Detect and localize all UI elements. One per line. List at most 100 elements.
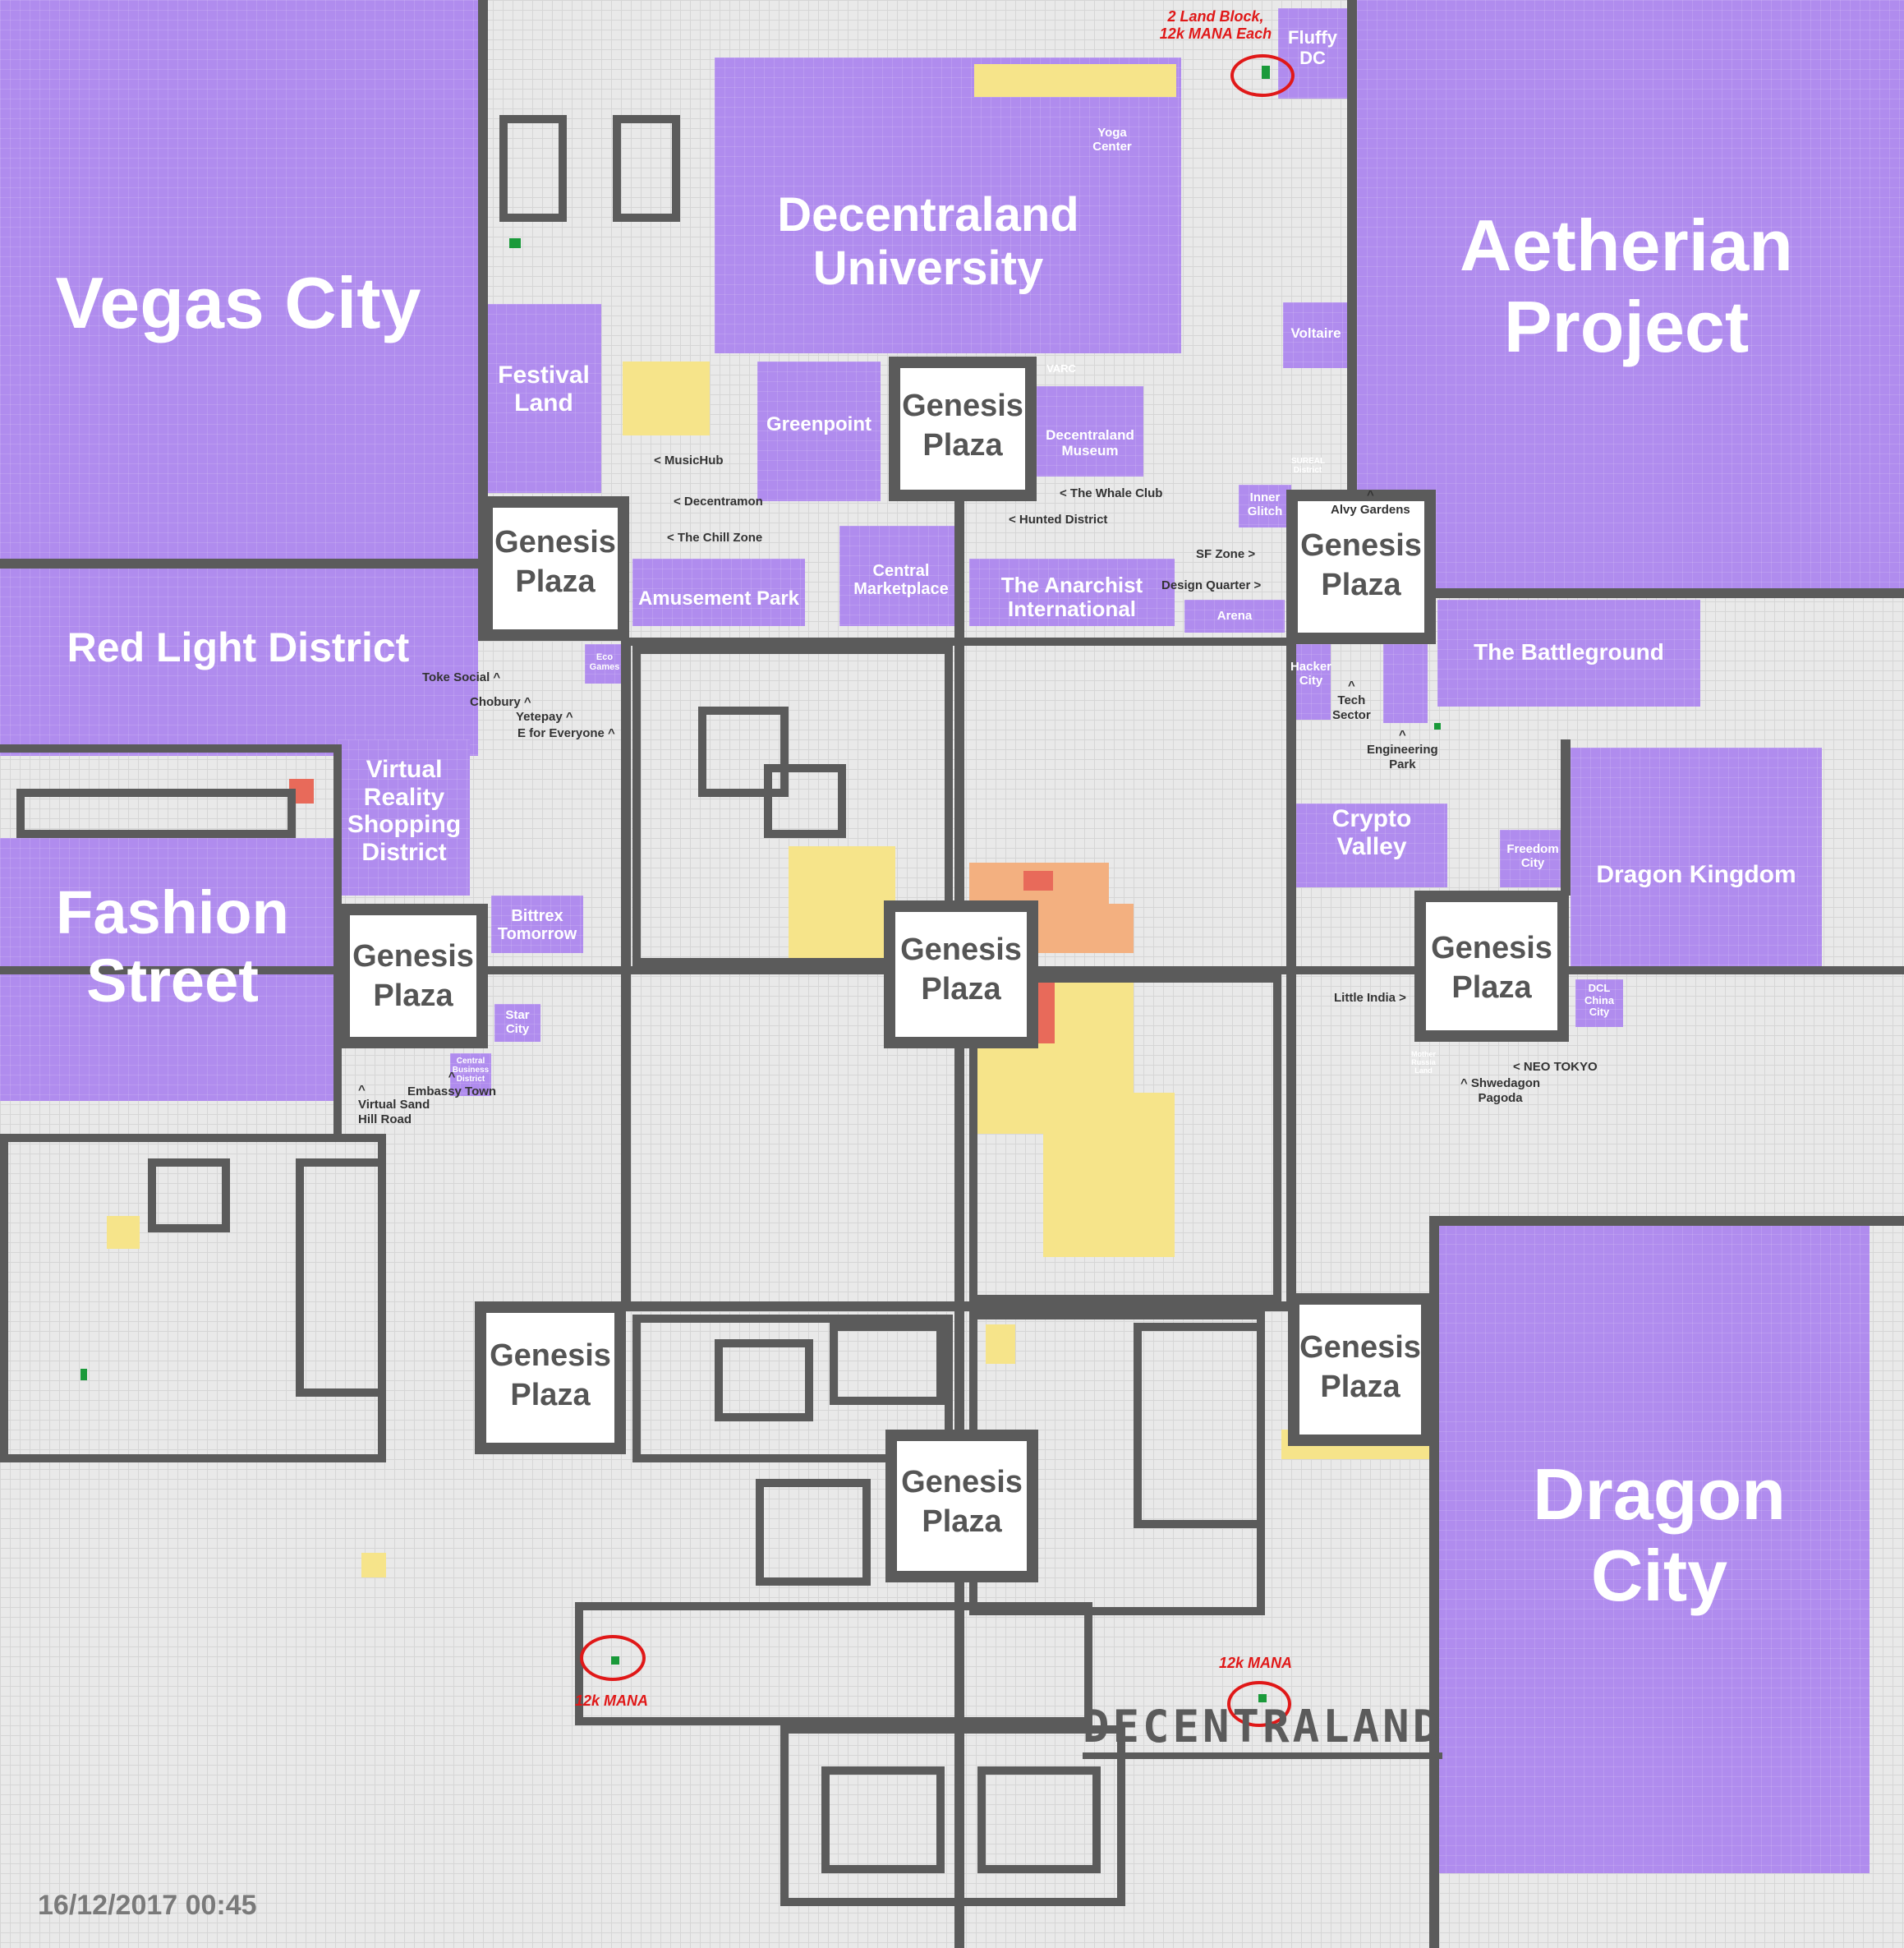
label-festival-land: Festival Land (498, 362, 590, 417)
district-freedom-city[interactable] (1500, 830, 1566, 887)
label-fluffy-dc: Fluffy DC (1288, 27, 1337, 68)
genesis-plaza[interactable] (885, 1430, 1038, 1582)
district-bittrex[interactable] (491, 896, 583, 953)
highlight-circle (580, 1635, 646, 1681)
genesis-plaza-label: Genesis Plaza (1431, 931, 1552, 1005)
genesis-plaza[interactable] (1414, 891, 1569, 1042)
genesis-plaza[interactable] (889, 357, 1037, 501)
label-anarchist: The Anarchist International (1000, 573, 1143, 622)
for-sale-parcel[interactable] (509, 238, 521, 248)
district-dragon-kingdom[interactable] (1571, 748, 1822, 969)
genesis-plaza-label: Genesis Plaza (900, 933, 1022, 1006)
label-dragon-kingdom: Dragon Kingdom (1596, 861, 1796, 888)
genesis-plaza-label: Genesis Plaza (494, 525, 616, 599)
district-central-marketplace[interactable] (839, 526, 963, 626)
district-star-city[interactable] (494, 1004, 540, 1042)
district-amusement-park[interactable] (632, 559, 805, 626)
genesis-plaza[interactable] (1288, 1293, 1433, 1446)
road (1347, 0, 1357, 592)
road (0, 966, 345, 974)
road-maze (756, 1479, 871, 1586)
label-crypto-valley: Crypto Valley (1331, 805, 1412, 860)
note-design-quarter: Design Quarter > (1161, 578, 1262, 592)
district-dcl-china[interactable] (1575, 979, 1623, 1027)
note-neo-tokyo: < NEO TOKYO (1513, 1060, 1598, 1074)
sale-note-top: 2 Land Block, 12k MANA Each (1159, 8, 1272, 42)
label-dragon-city: Dragon City (1533, 1453, 1786, 1616)
label-central-business: Central Business District (452, 1057, 490, 1085)
genesis-plaza[interactable] (338, 904, 488, 1048)
note-chill-zone: < The Chill Zone (667, 531, 763, 545)
district-dragon-city[interactable] (1436, 1224, 1870, 1873)
district-tech-sector[interactable] (1383, 644, 1428, 723)
district-festival-land[interactable] (486, 304, 601, 493)
label-arena: Arena (1216, 609, 1253, 623)
owned-land (623, 362, 710, 435)
district-voltaire[interactable] (1283, 302, 1349, 368)
genesis-plaza-label: Genesis Plaza (902, 389, 1023, 463)
label-hacker-city: Hacker City (1290, 660, 1332, 688)
road-maze (613, 115, 680, 222)
road-maze (1134, 1323, 1265, 1528)
district-vegas-city[interactable] (0, 0, 478, 559)
label-bittrex: Bittrex Tomorrow (497, 907, 577, 944)
note-virtual-sand: ^ Virtual Sand Hill Road (358, 1083, 430, 1126)
district-crypto-valley[interactable] (1296, 804, 1447, 887)
label-eco-games: Eco Games (589, 652, 620, 673)
district-inner-glitch[interactable] (1239, 485, 1291, 527)
road (621, 638, 631, 1311)
road-maze (715, 1339, 813, 1421)
owned-land (107, 1216, 140, 1249)
owned-land (361, 1553, 386, 1577)
highlight-circle (1230, 54, 1295, 97)
road-maze (16, 789, 296, 838)
genesis-plaza-label: Genesis Plaza (352, 939, 474, 1013)
owned-land (986, 1324, 1015, 1364)
label-varc: VARC (1046, 362, 1076, 375)
genesis-plaza[interactable] (884, 900, 1038, 1048)
road-maze (148, 1158, 230, 1232)
district-eco-games[interactable] (585, 644, 624, 684)
label-greenpoint: Greenpoint (766, 413, 872, 435)
district-anarchist[interactable] (969, 559, 1175, 626)
district-hacker-city[interactable] (1291, 644, 1331, 720)
genesis-plaza[interactable] (1286, 490, 1436, 644)
genesis-plaza[interactable] (481, 496, 629, 641)
road (333, 744, 342, 1139)
district-battleground[interactable] (1437, 600, 1700, 707)
road-maze (296, 1158, 386, 1397)
district-aetherian-project[interactable] (1357, 0, 1904, 592)
district-vr-shopping[interactable] (338, 739, 470, 896)
note-shwedagon: ^ Shwedagon Pagoda (1460, 1076, 1541, 1105)
district-greenpoint[interactable] (757, 362, 881, 501)
road (485, 966, 1904, 974)
district-arena[interactable] (1184, 600, 1285, 633)
road-maze (977, 1766, 1101, 1873)
district-decentraland-university[interactable] (715, 58, 1181, 353)
note-alvy: ^ Alvy Gardens (1331, 488, 1410, 517)
district-central-business[interactable] (450, 1053, 491, 1096)
owned-land (1043, 1093, 1175, 1257)
label-inner-glitch: Inner Glitch (1247, 490, 1283, 518)
for-sale-parcel[interactable] (80, 1369, 87, 1380)
label-dcl-china: DCL China City (1584, 982, 1615, 1019)
label-vr-shopping: Virtual Reality Shopping District (347, 756, 462, 866)
genesis-plaza[interactable] (475, 1301, 626, 1454)
road-maze (698, 707, 789, 797)
genesis-plaza-label: Genesis Plaza (1299, 1330, 1421, 1404)
district-dcl-museum[interactable] (1037, 386, 1143, 477)
note-engineering: ^ Engineering Park (1367, 728, 1438, 771)
decentraland-wordmark: DECENTRALAND (1083, 1701, 1443, 1759)
road (1429, 1216, 1904, 1226)
road (476, 1301, 1298, 1311)
for-sale-parcel[interactable] (1434, 723, 1441, 730)
genesis-plaza-label: Genesis Plaza (490, 1338, 611, 1412)
genesis-plaza-label: Genesis Plaza (901, 1465, 1023, 1539)
district-red-light[interactable] (0, 567, 478, 756)
road-maze (780, 1725, 1125, 1906)
sale-note-bottom-left: 12k MANA (575, 1692, 649, 1709)
label-freedom-city: Freedom City (1506, 842, 1559, 870)
note-toke: Toke Social ^ (422, 670, 501, 684)
label-amusement-park: Amusement Park (637, 587, 800, 610)
